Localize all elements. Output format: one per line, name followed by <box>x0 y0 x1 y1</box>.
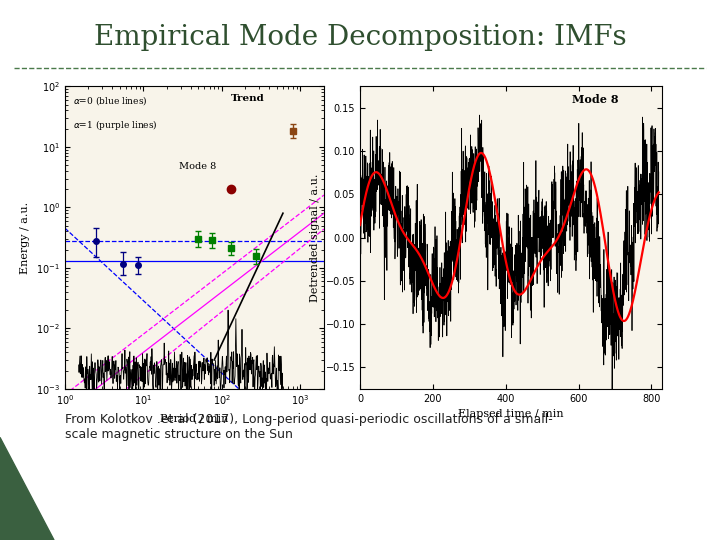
Text: From Kolotkov .et al (2017), Long-period quasi-periodic oscillations of a small-: From Kolotkov .et al (2017), Long-period… <box>65 413 552 441</box>
Text: Mode 8: Mode 8 <box>179 162 216 171</box>
Text: Empirical Mode Decomposition: IMFs: Empirical Mode Decomposition: IMFs <box>94 24 626 51</box>
Y-axis label: Detrended signal / a.u.: Detrended signal / a.u. <box>310 173 320 302</box>
Text: Trend: Trend <box>230 94 264 103</box>
Polygon shape <box>0 437 54 540</box>
Text: $\alpha$=0 (blue lines): $\alpha$=0 (blue lines) <box>73 94 147 107</box>
Text: $\alpha$=1 (purple lines): $\alpha$=1 (purple lines) <box>73 118 157 132</box>
X-axis label: Period / min: Period / min <box>161 413 228 423</box>
Y-axis label: Energy / a.u.: Energy / a.u. <box>20 201 30 274</box>
Text: Mode 8: Mode 8 <box>572 94 618 105</box>
X-axis label: Elapsed time / min: Elapsed time / min <box>459 409 564 419</box>
